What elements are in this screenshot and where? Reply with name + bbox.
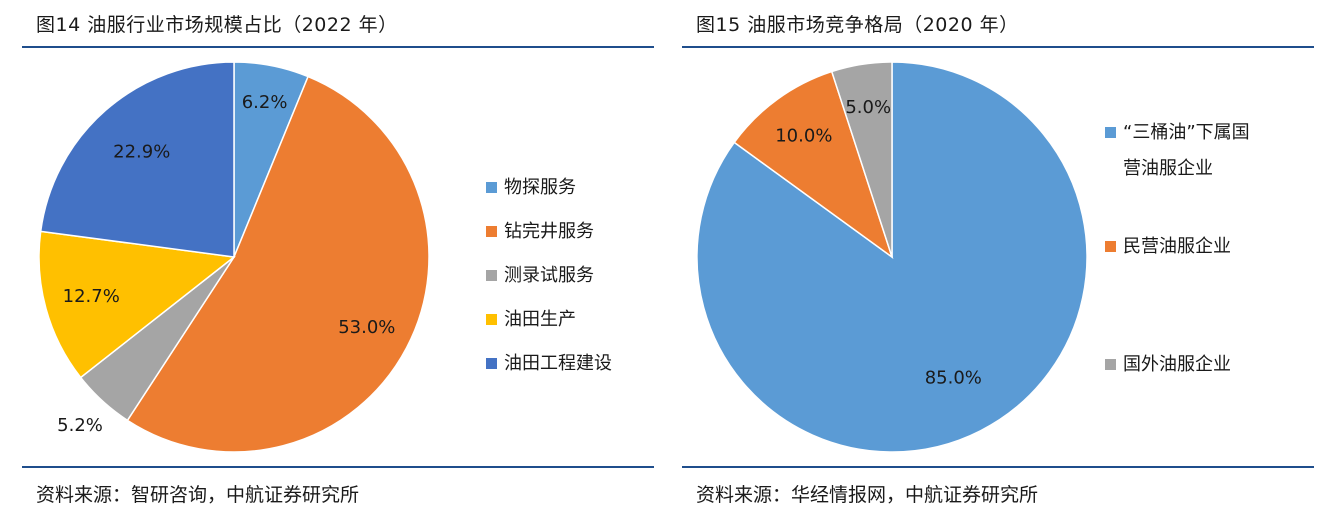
legend-label-4: 油田生产 [504, 309, 576, 330]
legend-label-3: 国外油服企业 [1123, 354, 1231, 375]
bottom-rule [22, 466, 654, 468]
figure-14-source: 资料来源：智研咨询，中航证券研究所 [36, 484, 360, 506]
legend-label-2: 民营油服企业 [1123, 236, 1231, 257]
legend-label-2: 钻完井服务 [504, 221, 594, 242]
data-label-1: 85.0% [925, 367, 982, 388]
legend-swatch-1 [1105, 127, 1116, 138]
figure-14-panel: 图14 油服行业市场规模占比（2022 年） 6.2% 53.0% 5.2% 12.7… [0, 0, 660, 524]
legend-label-5: 油田工程建设 [504, 353, 612, 374]
figure-15-title: 图15 油服市场竞争格局（2020 年） [696, 14, 1019, 36]
pie-slice-5 [39, 61, 235, 258]
pie-chart-market-share: 6.2% 53.0% 5.2% 12.7% 22.9% 物探服务钻完井服务测录试服务油田生… [38, 61, 612, 453]
legend-label-1: 物探服务 [504, 177, 576, 198]
legend-swatch-2 [486, 226, 497, 237]
figure-15-source: 资料来源：华经情报网，中航证券研究所 [696, 484, 1039, 506]
legend-swatch-3 [1105, 359, 1116, 370]
legend-swatch-1 [486, 182, 497, 193]
figure-15-panel: 图15 油服市场竞争格局（2020 年） 85.0% 10.0% 5.0% “三桶油”… [680, 0, 1321, 524]
figure-14-title: 图14 油服行业市场规模占比（2022 年） [36, 14, 398, 36]
pie-slice-2 [126, 75, 430, 453]
data-label-3: 5.2% [57, 415, 103, 436]
legend-label-1: “三桶油”下属国 [1123, 122, 1250, 143]
data-label-4: 12.7% [63, 286, 120, 307]
legend-swatch-2 [1105, 241, 1116, 252]
data-label-2: 10.0% [775, 126, 832, 147]
data-label-3: 5.0% [845, 97, 891, 118]
data-label-2: 53.0% [338, 317, 395, 338]
legend-swatch-5 [486, 358, 497, 369]
pie-slice-2 [733, 70, 894, 259]
legend-label-3: 测录试服务 [504, 265, 594, 286]
data-label-1: 6.2% [242, 92, 288, 113]
pie-slice-3 [830, 61, 893, 258]
bottom-rule [682, 466, 1314, 468]
legend-swatch-4 [486, 314, 497, 325]
top-rule [22, 46, 654, 48]
legend-swatch-3 [486, 270, 497, 281]
pie-slice-4 [38, 230, 236, 379]
legend-label-1: 营油服企业 [1123, 158, 1213, 179]
top-rule [682, 46, 1314, 48]
data-label-5: 22.9% [113, 142, 170, 163]
